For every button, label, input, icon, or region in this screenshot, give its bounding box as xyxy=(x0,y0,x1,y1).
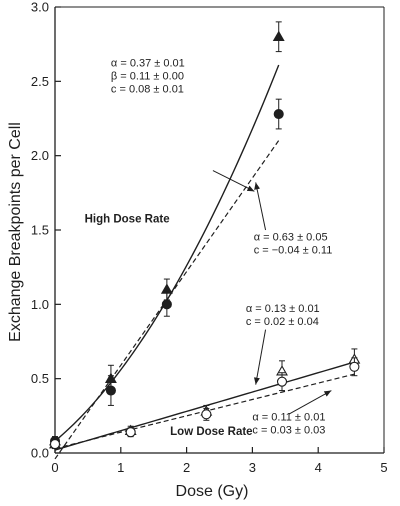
y-tick-label-0.5: 0.5 xyxy=(31,371,49,386)
x-tick-label-4: 4 xyxy=(315,460,322,475)
y-tick-label-0.0: 0.0 xyxy=(31,446,49,461)
x-tick-label-1: 1 xyxy=(117,460,124,475)
annotation-2-line-2: c = −0.04 ± 0.11 xyxy=(254,244,333,256)
fit-curve-1 xyxy=(54,64,280,442)
region-label-2: Low Dose Rate xyxy=(170,426,252,438)
y-axis-title: Exchange Breakpoints per Cell xyxy=(7,122,24,342)
axes: 0 1 2 3 4 5 0.0 0.5 1.0 1.5 2.0 2.5 3.0 xyxy=(31,0,388,475)
y-tick-label-2.0: 2.0 xyxy=(31,148,49,163)
x-tick-label-0: 0 xyxy=(51,460,58,475)
region-label-1: High Dose Rate xyxy=(85,214,170,226)
x-tick-label-2: 2 xyxy=(183,460,190,475)
annotation-4-line-2: c = 0.03 ± 0.03 xyxy=(252,424,325,436)
annotation-3-line-1: α = 0.13 ± 0.01 xyxy=(246,303,320,315)
annotation-3-arrow xyxy=(253,329,267,385)
series-4-point-4 xyxy=(276,376,288,387)
series-2-point-2 xyxy=(105,385,116,396)
y-tick-label-1.0: 1.0 xyxy=(31,297,49,312)
y-tick-label-1.5: 1.5 xyxy=(31,223,49,238)
annotation-4-line-1: α = 0.11 ± 0.01 xyxy=(252,411,325,423)
x-axis-title: Dose (Gy) xyxy=(176,483,249,500)
fit-curves xyxy=(54,64,358,460)
annotation-1-line-2: β = 0.11 ± 0.00 xyxy=(111,70,184,82)
y-tick-label-2.5: 2.5 xyxy=(31,74,49,89)
series-4-point-3 xyxy=(201,409,212,420)
annotation-2-arrow xyxy=(254,182,267,231)
series-2-point-4 xyxy=(273,108,284,120)
annotation-1-arrow xyxy=(212,170,255,192)
annotation-3-line-2: c = 0.02 ± 0.04 xyxy=(246,316,319,328)
series-4-point-5 xyxy=(349,361,360,372)
y-tick-label-3.0: 3.0 xyxy=(31,0,49,15)
annotation-4-arrow xyxy=(288,390,332,415)
annotation-1-line-3: c = 0.08 ± 0.01 xyxy=(111,83,184,95)
annotation-1-line-1: α = 0.37 ± 0.01 xyxy=(111,57,185,69)
x-tick-label-5: 5 xyxy=(380,460,387,475)
annotation-2-line-1: α = 0.63 ± 0.05 xyxy=(254,231,328,243)
series-4-point-1 xyxy=(49,439,61,450)
series-2-point-3 xyxy=(161,299,172,310)
data-points xyxy=(49,21,361,450)
annotations: α = 0.37 ± 0.01β = 0.11 ± 0.00c = 0.08 ±… xyxy=(85,57,333,438)
series-1-point-3 xyxy=(160,283,173,294)
x-tick-label-3: 3 xyxy=(249,460,256,475)
series-4-point-2 xyxy=(125,427,136,438)
series-1-point-4 xyxy=(272,30,285,42)
